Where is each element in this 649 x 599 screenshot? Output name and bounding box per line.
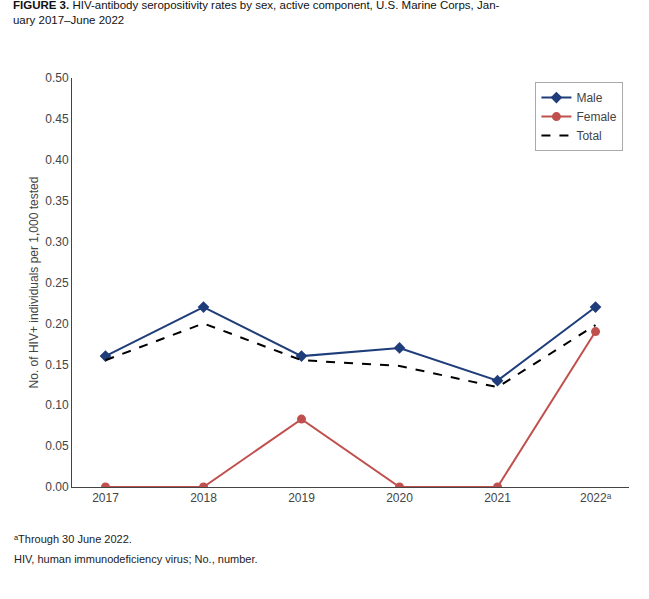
svg-text:Female: Female [576, 110, 616, 124]
svg-text:2022ᵃ: 2022ᵃ [580, 491, 612, 505]
svg-text:2020: 2020 [386, 491, 413, 505]
svg-text:0.15: 0.15 [45, 358, 69, 372]
svg-text:0.30: 0.30 [45, 235, 69, 249]
svg-text:Male: Male [576, 91, 602, 105]
svg-text:2021: 2021 [484, 491, 511, 505]
svg-text:FIGURE 3. HIV-antibody seropos: FIGURE 3. HIV-antibody seropositivity ra… [13, 0, 500, 26]
svg-text:0.20: 0.20 [45, 317, 69, 331]
svg-text:0.00: 0.00 [45, 480, 69, 494]
svg-text:ᵃThrough 30 June 2022.: ᵃThrough 30 June 2022. [14, 533, 132, 545]
svg-text:No. of HIV+ individuals per 1,: No. of HIV+ individuals per 1,000 tested [27, 177, 41, 389]
svg-text:HIV, human immunodeficiency vi: HIV, human immunodeficiency virus; No., … [14, 553, 258, 565]
svg-text:0.50: 0.50 [45, 71, 69, 85]
svg-text:0.45: 0.45 [45, 112, 69, 126]
svg-text:Total: Total [576, 129, 601, 143]
svg-text:0.10: 0.10 [45, 398, 69, 412]
svg-text:2017: 2017 [92, 491, 119, 505]
svg-text:2019: 2019 [288, 491, 315, 505]
svg-text:0.35: 0.35 [45, 194, 69, 208]
svg-text:0.25: 0.25 [45, 276, 69, 290]
svg-text:0.05: 0.05 [45, 439, 69, 453]
svg-text:0.40: 0.40 [45, 153, 69, 167]
svg-text:2018: 2018 [190, 491, 217, 505]
